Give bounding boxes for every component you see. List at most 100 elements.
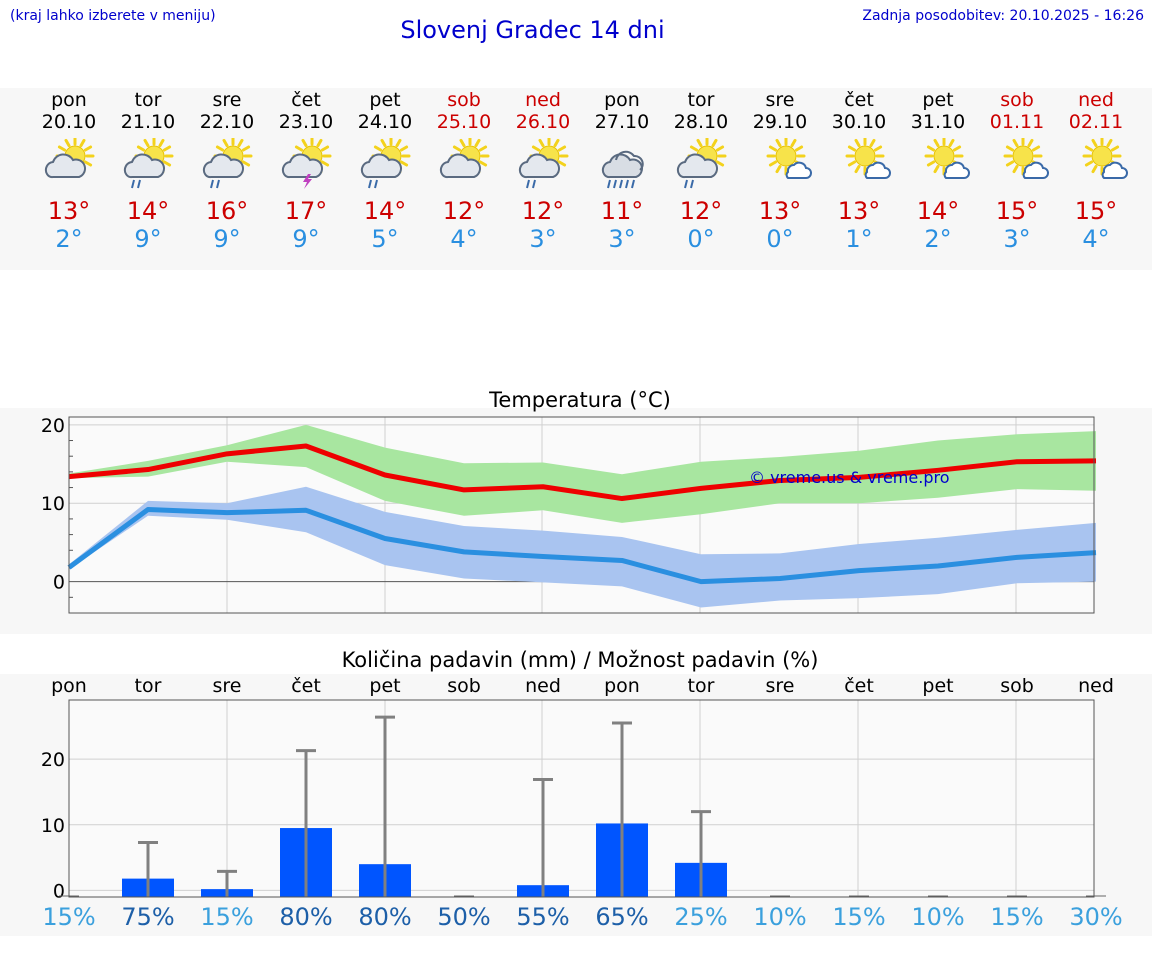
sun-cloud-thunder-icon xyxy=(278,136,338,190)
precipitation-probability: 55% xyxy=(516,903,570,931)
precipitation-probability: 50% xyxy=(437,903,491,931)
precipitation-probability: 65% xyxy=(595,903,649,931)
max-temperature: 11° xyxy=(600,197,644,225)
day-date: 21.10 xyxy=(120,111,176,133)
sun-cloud-rain-icon xyxy=(120,136,180,190)
day-name: pon xyxy=(604,89,640,111)
x-category-label: ned xyxy=(525,675,561,697)
x-category-label: čet xyxy=(291,675,321,697)
precipitation-probability: 10% xyxy=(753,903,807,931)
sun-small-cloud-icon xyxy=(989,136,1049,190)
min-temperature: 3° xyxy=(529,225,557,253)
day-date: 31.10 xyxy=(910,111,966,133)
location-hint: (kraj lahko izberete v meniju) xyxy=(10,8,216,24)
day-column: pet 31.10 xyxy=(898,89,978,133)
precipitation-probability: 30% xyxy=(1069,903,1123,931)
day-column: sob 01.11 xyxy=(977,89,1057,133)
max-temperature: 13° xyxy=(758,197,802,225)
y-tick-label: 10 xyxy=(41,493,65,515)
day-date: 30.10 xyxy=(831,111,887,133)
precipitation-probability: 15% xyxy=(990,903,1044,931)
day-name: čet xyxy=(291,89,321,111)
precipitation-probability: 15% xyxy=(200,903,254,931)
min-temperature: 9° xyxy=(292,225,320,253)
day-date: 27.10 xyxy=(594,111,650,133)
max-temperature: 14° xyxy=(916,197,960,225)
sun-cloud-rain-icon xyxy=(199,136,259,190)
min-temperature: 3° xyxy=(1003,225,1031,253)
day-column: ned 02.11 xyxy=(1056,89,1136,133)
day-column: ned 26.10 xyxy=(503,89,583,133)
day-name: sre xyxy=(212,89,242,111)
cloud-heavy-rain-icon xyxy=(594,138,654,190)
day-name: čet xyxy=(844,89,874,111)
temperature-chart: 0 10 20 © vreme.us & vreme.pro xyxy=(41,415,1097,614)
day-name: sob xyxy=(447,89,481,111)
x-category-label: pet xyxy=(922,675,953,697)
precipitation-plot-frame xyxy=(68,699,1095,898)
min-temperature: 4° xyxy=(1082,225,1110,253)
sun-cloud-rain-icon xyxy=(673,136,733,190)
day-column: pon 20.10 xyxy=(29,89,109,133)
sun-small-cloud-icon xyxy=(752,136,812,190)
x-category-label: tor xyxy=(135,675,162,697)
x-category-label: ned xyxy=(1078,675,1114,697)
precipitation-chart-title: Količina padavin (mm) / Možnost padavin … xyxy=(341,648,819,672)
day-name: ned xyxy=(1078,89,1114,111)
max-temperature: 16° xyxy=(205,197,249,225)
min-temperature: 1° xyxy=(845,225,873,253)
x-category-label: sre xyxy=(213,675,242,697)
max-temperature: 14° xyxy=(126,197,170,225)
max-temperature: 15° xyxy=(1074,197,1118,225)
x-category-label: tor xyxy=(688,675,715,697)
precipitation-plot-area xyxy=(69,700,1094,897)
max-temperature: 13° xyxy=(837,197,881,225)
x-category-label: pon xyxy=(604,675,640,697)
watermark: © vreme.us & vreme.pro xyxy=(749,468,950,487)
day-column: čet 23.10 xyxy=(266,89,346,133)
day-date: 25.10 xyxy=(436,111,492,133)
day-column: sob 25.10 xyxy=(424,89,504,133)
temperature-chart-title: Temperatura (°C) xyxy=(489,388,671,412)
max-temperature: 17° xyxy=(284,197,328,225)
precipitation-probability: 80% xyxy=(358,903,412,931)
temperature-plot-frame xyxy=(68,416,1095,614)
min-temperature: 5° xyxy=(371,225,399,253)
day-date: 20.10 xyxy=(41,111,97,133)
day-name: sre xyxy=(765,89,795,111)
day-date: 02.11 xyxy=(1068,111,1124,133)
precipitation-probability: 15% xyxy=(42,903,96,931)
y-tick-label: 0 xyxy=(53,880,65,902)
min-temperature: 4° xyxy=(450,225,478,253)
precipitation-probability: 75% xyxy=(121,903,175,931)
day-column: pon 27.10 xyxy=(582,89,662,133)
max-temperature: 13° xyxy=(47,197,91,225)
sun-small-cloud-icon xyxy=(831,136,891,190)
min-temperature: 9° xyxy=(213,225,241,253)
day-name: ned xyxy=(525,89,561,111)
day-date: 23.10 xyxy=(278,111,334,133)
min-temperature: 0° xyxy=(687,225,715,253)
min-temperature: 3° xyxy=(608,225,636,253)
sun-cloud-icon xyxy=(41,136,101,190)
y-tick-label: 20 xyxy=(41,415,65,437)
day-column: pet 24.10 xyxy=(345,89,425,133)
max-temperature: 15° xyxy=(995,197,1039,225)
y-tick-label: 10 xyxy=(41,815,65,837)
day-column: sre 22.10 xyxy=(187,89,267,133)
max-temperature-range-band xyxy=(69,424,1096,523)
sun-small-cloud-icon xyxy=(1068,136,1128,190)
day-column: čet 30.10 xyxy=(819,89,899,133)
day-name: sob xyxy=(1000,89,1034,111)
sun-cloud-rain-icon xyxy=(357,136,417,190)
day-date: 26.10 xyxy=(515,111,571,133)
precipitation-probability: 10% xyxy=(911,903,965,931)
min-temperature: 9° xyxy=(134,225,162,253)
x-category-label: pet xyxy=(369,675,400,697)
y-tick-label: 0 xyxy=(53,572,65,594)
day-date: 29.10 xyxy=(752,111,808,133)
min-temperature: 2° xyxy=(55,225,83,253)
x-category-label: sre xyxy=(766,675,795,697)
sun-cloud-icon xyxy=(436,136,496,190)
precipitation-probability: 15% xyxy=(832,903,886,931)
